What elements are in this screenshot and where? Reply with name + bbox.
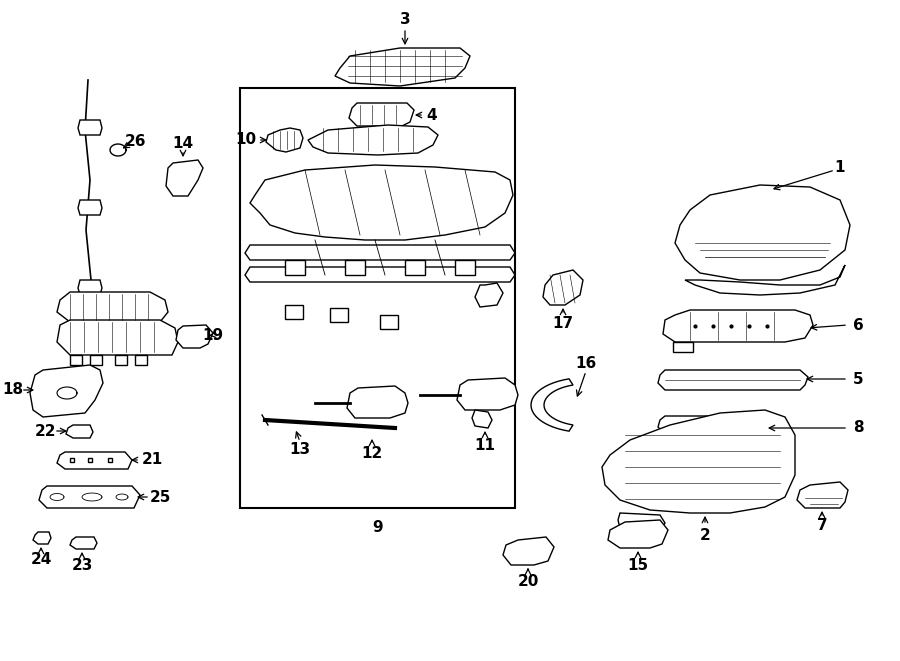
Polygon shape [285, 305, 303, 319]
Polygon shape [658, 370, 808, 390]
Text: 25: 25 [149, 490, 171, 504]
Text: 16: 16 [575, 356, 597, 371]
Text: 12: 12 [362, 446, 382, 461]
Text: 23: 23 [71, 557, 93, 572]
Polygon shape [39, 486, 140, 508]
Polygon shape [115, 355, 127, 365]
Polygon shape [78, 280, 102, 295]
Polygon shape [245, 245, 515, 260]
Text: 13: 13 [290, 442, 310, 457]
Polygon shape [349, 103, 414, 126]
Polygon shape [330, 308, 348, 322]
Polygon shape [70, 355, 82, 365]
Polygon shape [166, 160, 203, 196]
Polygon shape [380, 315, 398, 329]
Text: 20: 20 [518, 574, 539, 588]
Polygon shape [70, 537, 97, 549]
Polygon shape [66, 425, 93, 438]
Polygon shape [457, 378, 518, 410]
Polygon shape [176, 325, 213, 348]
Polygon shape [78, 120, 102, 135]
Text: 6: 6 [852, 317, 863, 332]
Text: 22: 22 [35, 424, 57, 438]
Text: 17: 17 [553, 315, 573, 330]
Text: 8: 8 [852, 420, 863, 436]
Text: 1: 1 [835, 159, 845, 175]
Polygon shape [78, 200, 102, 215]
Bar [240, 88, 515, 508]
Text: 11: 11 [474, 438, 496, 453]
Polygon shape [345, 260, 365, 275]
Text: 14: 14 [173, 136, 194, 151]
Text: 4: 4 [427, 108, 437, 122]
Text: 26: 26 [125, 134, 147, 149]
Text: 19: 19 [202, 327, 223, 342]
Polygon shape [658, 416, 768, 434]
Polygon shape [57, 320, 178, 355]
Text: 10: 10 [236, 132, 256, 147]
Polygon shape [90, 355, 102, 365]
Polygon shape [347, 386, 408, 418]
Polygon shape [335, 48, 470, 86]
Polygon shape [285, 260, 305, 275]
Polygon shape [503, 537, 554, 565]
Polygon shape [245, 267, 515, 282]
Polygon shape [135, 355, 147, 365]
Polygon shape [602, 410, 795, 513]
Polygon shape [405, 260, 425, 275]
Polygon shape [675, 185, 850, 280]
Polygon shape [797, 482, 848, 508]
Polygon shape [531, 379, 573, 431]
Text: 15: 15 [627, 557, 649, 572]
Text: 24: 24 [31, 553, 51, 568]
Text: 18: 18 [3, 383, 23, 397]
Polygon shape [608, 520, 668, 548]
Text: 21: 21 [141, 453, 163, 467]
Polygon shape [472, 410, 492, 428]
Text: 3: 3 [400, 13, 410, 28]
Polygon shape [618, 513, 665, 531]
Polygon shape [455, 260, 475, 275]
Polygon shape [673, 342, 693, 352]
Text: 5: 5 [852, 371, 863, 387]
Polygon shape [57, 292, 168, 322]
Polygon shape [543, 270, 583, 305]
Polygon shape [266, 128, 303, 152]
Polygon shape [663, 310, 813, 342]
Polygon shape [57, 452, 132, 469]
Polygon shape [30, 365, 103, 417]
Text: 9: 9 [373, 520, 382, 535]
Text: 7: 7 [816, 518, 827, 533]
Polygon shape [475, 283, 503, 307]
Polygon shape [760, 430, 782, 448]
Text: 2: 2 [699, 527, 710, 543]
Polygon shape [308, 125, 438, 155]
Polygon shape [250, 165, 513, 240]
Polygon shape [33, 532, 51, 544]
Polygon shape [685, 265, 845, 295]
